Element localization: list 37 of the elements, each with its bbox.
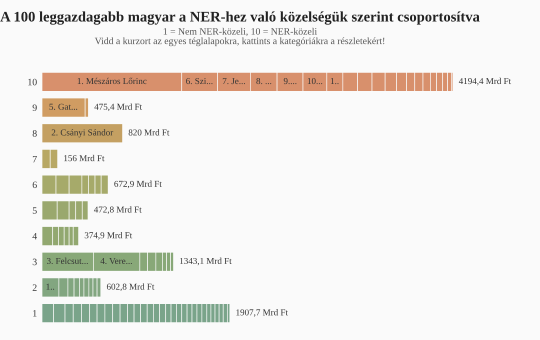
- annotation: 9....: [284, 78, 296, 84]
- y-tick-label: 7: [32, 156, 37, 162]
- bar: [226, 303, 230, 324]
- annotation: 10...: [308, 78, 322, 84]
- annotation: 672,9 Mrd Ft: [114, 180, 162, 188]
- bar: [214, 303, 220, 324]
- annotation: 475,4 Mrd Ft: [94, 103, 142, 112]
- annotation: 156 Mrd Ft: [64, 154, 104, 162]
- y-tick-label: 5: [32, 207, 37, 214]
- chart-title: A 100 leggazdagabb magyar a NER-hez való közelségük szerint csoportosítva: [0, 11, 480, 25]
- y-tick-label: 1: [33, 310, 37, 317]
- annotation: 5. Gat...: [49, 104, 78, 110]
- chart-subtitle: 1 = Nem NER-közeli, 10 = NER-közeli Vidd a kurzort az egyes téglalapokra, kattints a kategóriákra a részletekért!: [94, 28, 384, 46]
- annotation: 374,9 Mrd Ft: [84, 232, 132, 240]
- annotation: 6. Szi...: [186, 78, 212, 84]
- y-tick-label: 10: [28, 78, 37, 86]
- annotation: 3. Felcsut...: [46, 258, 88, 264]
- y-tick-label: 3: [32, 258, 37, 266]
- annotation: 1343,1 Mrd Ft: [180, 258, 232, 266]
- annotation: 2. Csányi Sándor: [52, 129, 114, 138]
- annotation: 1..: [330, 78, 339, 84]
- y-tick-label: 6: [32, 182, 37, 188]
- annotation: 820 Mrd Ft: [128, 129, 170, 136]
- annotation: 4194,4 Mrd Ft: [458, 78, 512, 86]
- y-tick-label: 8: [32, 130, 37, 137]
- annotation: 1..: [46, 284, 54, 290]
- annotation: 602,8 Mrd Ft: [106, 283, 154, 292]
- y-tick-label: 2: [32, 284, 37, 291]
- y-tick-label: 9: [32, 104, 37, 112]
- y-tick-label: 4: [32, 233, 37, 240]
- annotation: 1907,7 Mrd Ft: [236, 309, 288, 317]
- annotation: 7. Je...: [222, 78, 245, 84]
- bar: [42, 123, 123, 144]
- annotation: 4. Vere...: [100, 258, 132, 264]
- annotation: 8. ...: [256, 78, 272, 84]
- annotation: 472,8 Mrd Ft: [94, 206, 142, 214]
- annotation: 1. Mészáros Lőrinc: [78, 78, 147, 84]
